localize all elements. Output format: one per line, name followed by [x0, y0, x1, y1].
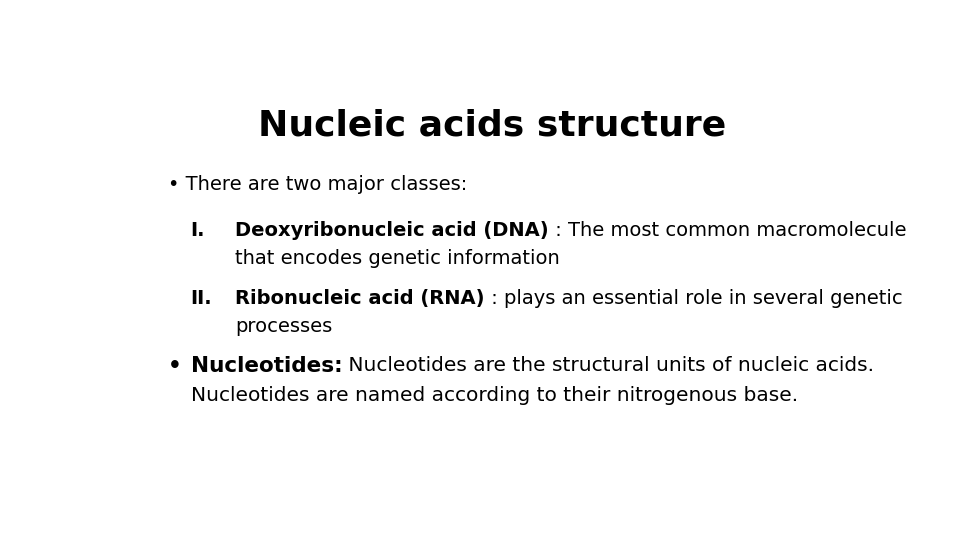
Text: that encodes genetic information: that encodes genetic information: [235, 248, 560, 268]
Text: •: •: [168, 356, 182, 376]
Text: II.: II.: [191, 289, 212, 308]
Text: processes: processes: [235, 317, 332, 336]
Text: Nucleotides are named according to their nitrogenous base.: Nucleotides are named according to their…: [191, 386, 798, 405]
Text: Nucleotides:: Nucleotides:: [191, 356, 343, 376]
Text: : The most common macromolecule: : The most common macromolecule: [549, 221, 906, 240]
Text: • There are two major classes:: • There are two major classes:: [168, 175, 468, 194]
Text: Nucleic acids structure: Nucleic acids structure: [258, 109, 726, 143]
Text: Deoxyribonucleic acid (DNA): Deoxyribonucleic acid (DNA): [235, 221, 549, 240]
Text: : plays an essential role in several genetic: : plays an essential role in several gen…: [485, 289, 902, 308]
Text: I.: I.: [191, 221, 205, 240]
Text: Ribonucleic acid (RNA): Ribonucleic acid (RNA): [235, 289, 485, 308]
Text: Nucleotides are the structural units of nucleic acids.: Nucleotides are the structural units of …: [343, 356, 875, 375]
